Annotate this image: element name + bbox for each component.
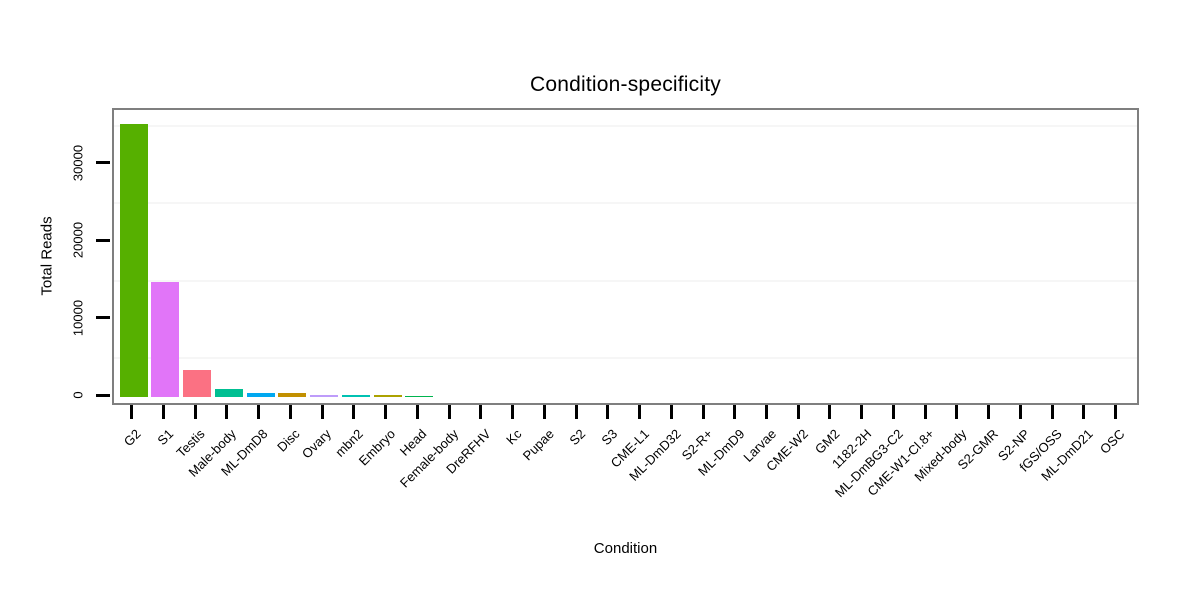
x-tick bbox=[638, 405, 642, 419]
x-axis-title: Condition bbox=[593, 540, 658, 557]
x-tick-label: S2 bbox=[566, 426, 589, 449]
x-tick bbox=[384, 405, 388, 419]
y-tick-label: 10000 bbox=[70, 299, 86, 336]
x-tick bbox=[415, 405, 419, 419]
y-tick bbox=[96, 393, 110, 397]
x-tick-label: S3 bbox=[598, 426, 621, 449]
bar-ovary bbox=[310, 395, 339, 397]
y-tick-label: 0 bbox=[70, 391, 86, 399]
y-tick bbox=[96, 316, 110, 319]
x-tick-label: Kc bbox=[503, 426, 525, 448]
x-tick bbox=[733, 405, 737, 419]
x-tick-label: S1 bbox=[153, 426, 176, 449]
x-tick-label: G2 bbox=[121, 426, 145, 450]
x-tick bbox=[511, 405, 515, 419]
x-tick bbox=[669, 405, 673, 419]
x-tick bbox=[701, 405, 705, 419]
gridline-minor bbox=[114, 357, 1137, 360]
x-tick bbox=[1082, 405, 1086, 419]
x-tick bbox=[574, 405, 578, 419]
y-tick bbox=[96, 238, 110, 242]
bar-g2 bbox=[119, 124, 148, 397]
x-tick bbox=[828, 405, 832, 419]
x-tick bbox=[923, 405, 927, 419]
bar-head bbox=[405, 395, 434, 397]
x-tick-label: Pupae bbox=[519, 426, 557, 464]
x-tick bbox=[765, 405, 768, 419]
x-tick bbox=[987, 405, 991, 419]
x-tick bbox=[479, 405, 483, 419]
x-tick bbox=[130, 405, 134, 419]
x-tick bbox=[955, 405, 959, 419]
x-tick bbox=[1050, 405, 1054, 419]
x-tick-label: Ovary bbox=[299, 426, 335, 462]
y-tick bbox=[96, 161, 110, 164]
gridline-minor bbox=[114, 279, 1137, 282]
y-axis-title: Total Reads bbox=[38, 216, 56, 296]
x-tick bbox=[1018, 405, 1022, 419]
bar-mbn2 bbox=[341, 395, 370, 397]
x-tick bbox=[796, 405, 800, 419]
x-tick bbox=[225, 405, 229, 419]
chart-title: Condition-specificity bbox=[530, 73, 721, 96]
x-tick bbox=[161, 405, 165, 419]
y-tick-label: 30000 bbox=[70, 144, 86, 181]
bar-ml-dmd8 bbox=[246, 393, 275, 397]
x-tick-label: OSC bbox=[1097, 426, 1128, 457]
plot-panel bbox=[112, 108, 1139, 405]
x-tick bbox=[257, 405, 261, 419]
x-tick bbox=[288, 405, 292, 419]
bar-disc bbox=[278, 393, 307, 397]
x-tick bbox=[320, 405, 324, 419]
gridline-minor bbox=[114, 202, 1137, 205]
bar-male-body bbox=[214, 388, 243, 397]
x-tick bbox=[542, 405, 546, 419]
x-tick bbox=[891, 405, 895, 419]
x-tick bbox=[193, 405, 197, 419]
x-tick bbox=[860, 405, 864, 419]
bar-s1 bbox=[151, 282, 180, 397]
x-tick bbox=[352, 405, 356, 419]
y-tick-label: 20000 bbox=[70, 221, 86, 259]
x-tick bbox=[447, 405, 451, 419]
bar-testis bbox=[183, 370, 212, 397]
bar-embryo bbox=[373, 395, 402, 397]
gridline-minor bbox=[114, 124, 1137, 127]
x-tick bbox=[1114, 405, 1118, 419]
x-tick bbox=[606, 405, 610, 419]
